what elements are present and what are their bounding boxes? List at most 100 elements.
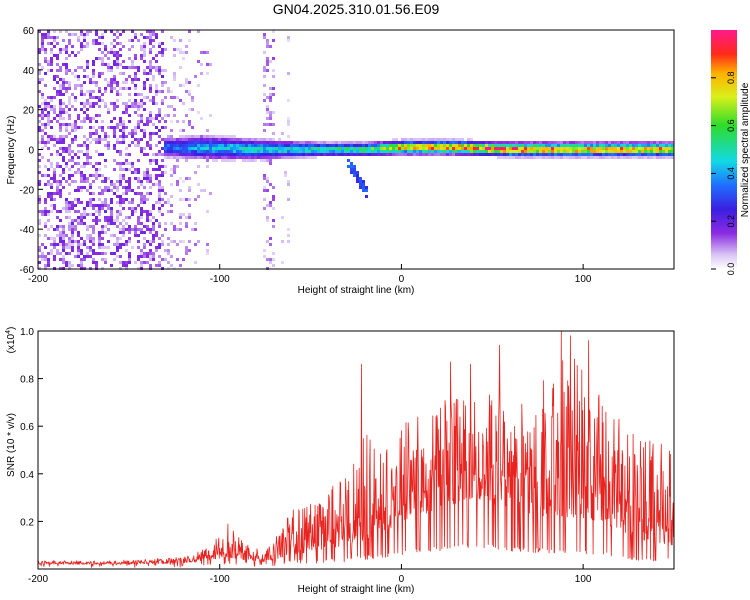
heatmap-cell [419,153,422,156]
spectrogram-x-tick-label: -100 [210,274,230,285]
heatmap-cell [179,141,182,144]
heatmap-cell [326,144,329,147]
heatmap-cell [566,150,569,153]
heatmap-cell [329,147,332,150]
heatmap-cell [185,135,188,138]
heatmap-cell [584,150,587,153]
heatmap-cell [113,60,116,63]
heatmap-cell [98,231,101,234]
heatmap-cell [47,123,50,126]
heatmap-cell [104,54,107,57]
heatmap-cell [584,147,587,150]
colorbar: 0.00.20.40.60.8 Normalized spectral ampl… [711,30,750,275]
heatmap-cell [176,144,179,147]
heatmap-cell [140,228,143,231]
heatmap-cell [116,63,119,66]
heatmap-cell [278,156,281,159]
heatmap-cell [260,159,263,162]
heatmap-cell [182,102,185,105]
heatmap-cell [614,150,617,153]
heatmap-cell [131,246,134,249]
heatmap-cell [248,153,251,156]
heatmap-cell [494,150,497,153]
heatmap-cell [185,246,188,249]
heatmap-cell [200,147,203,150]
heatmap-cell [356,177,359,180]
heatmap-cell [131,78,134,81]
heatmap-cell [38,81,41,84]
heatmap-cell [38,219,41,222]
heatmap-cell [284,156,287,159]
heatmap-cell [47,60,50,63]
heatmap-cell [170,105,173,108]
heatmap-cell [119,168,122,171]
heatmap-cell [62,237,65,240]
heatmap-cell [191,156,194,159]
heatmap-cell [512,153,515,156]
heatmap-cell [665,156,668,159]
heatmap-cell [83,240,86,243]
heatmap-cell [113,78,116,81]
heatmap-cell [140,216,143,219]
heatmap-cell [527,147,530,150]
heatmap-cell [185,114,188,117]
colorbar-ticks: 0.00.20.40.60.8 [711,72,736,275]
heatmap-cell [170,210,173,213]
heatmap-cell [266,45,269,48]
heatmap-cell [68,69,71,72]
heatmap-cell [137,138,140,141]
heatmap-cell [119,135,122,138]
heatmap-cell [83,180,86,183]
heatmap-cell [650,153,653,156]
heatmap-cell [245,156,248,159]
heatmap-cell [323,153,326,156]
heatmap-cell [158,210,161,213]
heatmap-cell [206,252,209,255]
heatmap-cell [434,147,437,150]
heatmap-cell [149,39,152,42]
heatmap-cell [170,240,173,243]
heatmap-cell [53,168,56,171]
heatmap-cell [476,153,479,156]
heatmap-cell [476,141,479,144]
heatmap-cell [368,141,371,144]
heatmap-cell [506,141,509,144]
heatmap-cell [179,153,182,156]
heatmap-cell [122,186,125,189]
heatmap-cell [59,138,62,141]
heatmap-cell [98,213,101,216]
heatmap-cell [362,186,365,189]
heatmap-cell [197,153,200,156]
heatmap-cell [482,141,485,144]
heatmap-cell [299,153,302,156]
heatmap-cell [263,36,266,39]
heatmap-cell [116,186,119,189]
heatmap-cell [149,99,152,102]
heatmap-cell [47,138,50,141]
heatmap-cell [638,153,641,156]
heatmap-cell [263,51,266,54]
heatmap-cell [263,144,266,147]
heatmap-cell [623,141,626,144]
heatmap-cell [164,147,167,150]
heatmap-cell [368,153,371,156]
heatmap-cell [158,237,161,240]
heatmap-cell [188,123,191,126]
heatmap-cell [77,210,80,213]
heatmap-cell [188,93,191,96]
heatmap-cell [62,39,65,42]
heatmap-cell [239,150,242,153]
heatmap-cell [158,186,161,189]
heatmap-cell [398,141,401,144]
heatmap-cell [95,162,98,165]
heatmap-cell [137,120,140,123]
colorbar-tick-label: 0.8 [726,72,736,85]
heatmap-cell [206,150,209,153]
heatmap-cell [71,156,74,159]
heatmap-cell [161,234,164,237]
heatmap-cell [89,141,92,144]
snr-x-tick-label: -100 [210,574,230,585]
heatmap-cell [71,93,74,96]
heatmap-cell [65,48,68,51]
heatmap-cell [116,99,119,102]
